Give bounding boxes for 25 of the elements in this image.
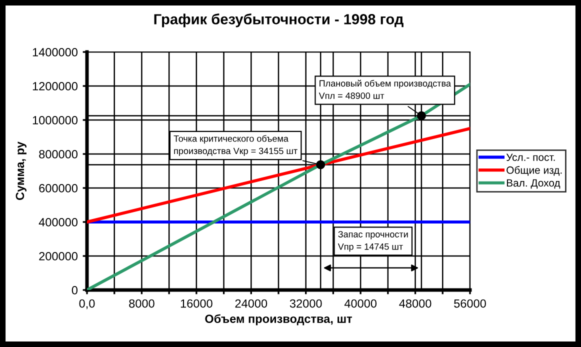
y-tick-label: 800000 [39,150,78,158]
legend-label: Общие изд. [506,166,562,176]
x-tick-label: 16000 [180,299,212,308]
y-tick-label: 600000 [39,184,78,192]
annotation: Точка критического объема производства Vкр = 34155 шт [174,135,298,156]
x-tick-label: 0,0 [79,299,95,310]
y-tick-label: 1200000 [32,82,78,90]
y-tick-label: 1000000 [32,116,78,124]
x-tick-label: 56000 [454,299,486,308]
y-tick-label: 200000 [39,252,78,260]
legend-label: Вал. Доход [506,179,560,189]
y-axis-title: Сумма, ру [16,142,26,200]
annotation: Запас прочности Vпр = 14745 шт [338,231,408,252]
x-tick-label: 8000 [129,299,154,308]
x-tick-label: 40000 [344,299,377,308]
y-tick-label: 1400000 [32,48,78,56]
x-axis-title: Объем производства, шт [205,314,352,326]
annotation: Плановый объем производства Vпл = 48900 шт [318,80,451,99]
y-tick-label: 400000 [38,218,78,226]
x-tick-label: 24000 [235,299,268,308]
legend-label: Усл.- пост. [506,154,555,161]
x-tick-label: 48000 [399,299,432,308]
chart-title: График безубыточности - 1998 год [154,14,404,28]
y-tick-label: 0 [72,286,78,294]
x-tick-label: 32000 [290,299,322,308]
